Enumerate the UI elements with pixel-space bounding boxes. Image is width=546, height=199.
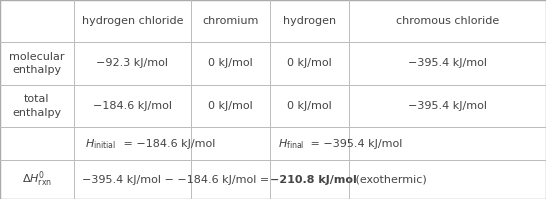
Text: −92.3 kJ/mol: −92.3 kJ/mol bbox=[97, 58, 168, 68]
Text: 0 kJ/mol: 0 kJ/mol bbox=[288, 101, 332, 111]
Text: −395.4 kJ/mol: −395.4 kJ/mol bbox=[408, 101, 487, 111]
Text: hydrogen chloride: hydrogen chloride bbox=[82, 16, 183, 26]
Text: 0 kJ/mol: 0 kJ/mol bbox=[209, 101, 253, 111]
Text: $H_{\mathrm{initial}}$: $H_{\mathrm{initial}}$ bbox=[85, 137, 116, 151]
Text: $H_{\mathrm{final}}$: $H_{\mathrm{final}}$ bbox=[278, 137, 305, 151]
Text: chromium: chromium bbox=[203, 16, 259, 26]
Text: = −184.6 kJ/mol: = −184.6 kJ/mol bbox=[120, 139, 216, 149]
Text: (exothermic): (exothermic) bbox=[352, 175, 427, 185]
Text: 0 kJ/mol: 0 kJ/mol bbox=[288, 58, 332, 68]
Text: −184.6 kJ/mol: −184.6 kJ/mol bbox=[93, 101, 172, 111]
Text: −395.4 kJ/mol: −395.4 kJ/mol bbox=[408, 58, 487, 68]
Text: molecular
enthalpy: molecular enthalpy bbox=[9, 52, 64, 75]
Text: $\Delta H^0_{\mathrm{rxn}}$: $\Delta H^0_{\mathrm{rxn}}$ bbox=[22, 170, 52, 189]
Text: hydrogen: hydrogen bbox=[283, 16, 336, 26]
Text: −395.4 kJ/mol − −184.6 kJ/mol =: −395.4 kJ/mol − −184.6 kJ/mol = bbox=[82, 175, 272, 185]
Text: 0 kJ/mol: 0 kJ/mol bbox=[209, 58, 253, 68]
Text: −210.8 kJ/mol: −210.8 kJ/mol bbox=[270, 175, 357, 185]
Text: = −395.4 kJ/mol: = −395.4 kJ/mol bbox=[307, 139, 403, 149]
Text: chromous chloride: chromous chloride bbox=[396, 16, 500, 26]
Text: total
enthalpy: total enthalpy bbox=[13, 94, 61, 118]
